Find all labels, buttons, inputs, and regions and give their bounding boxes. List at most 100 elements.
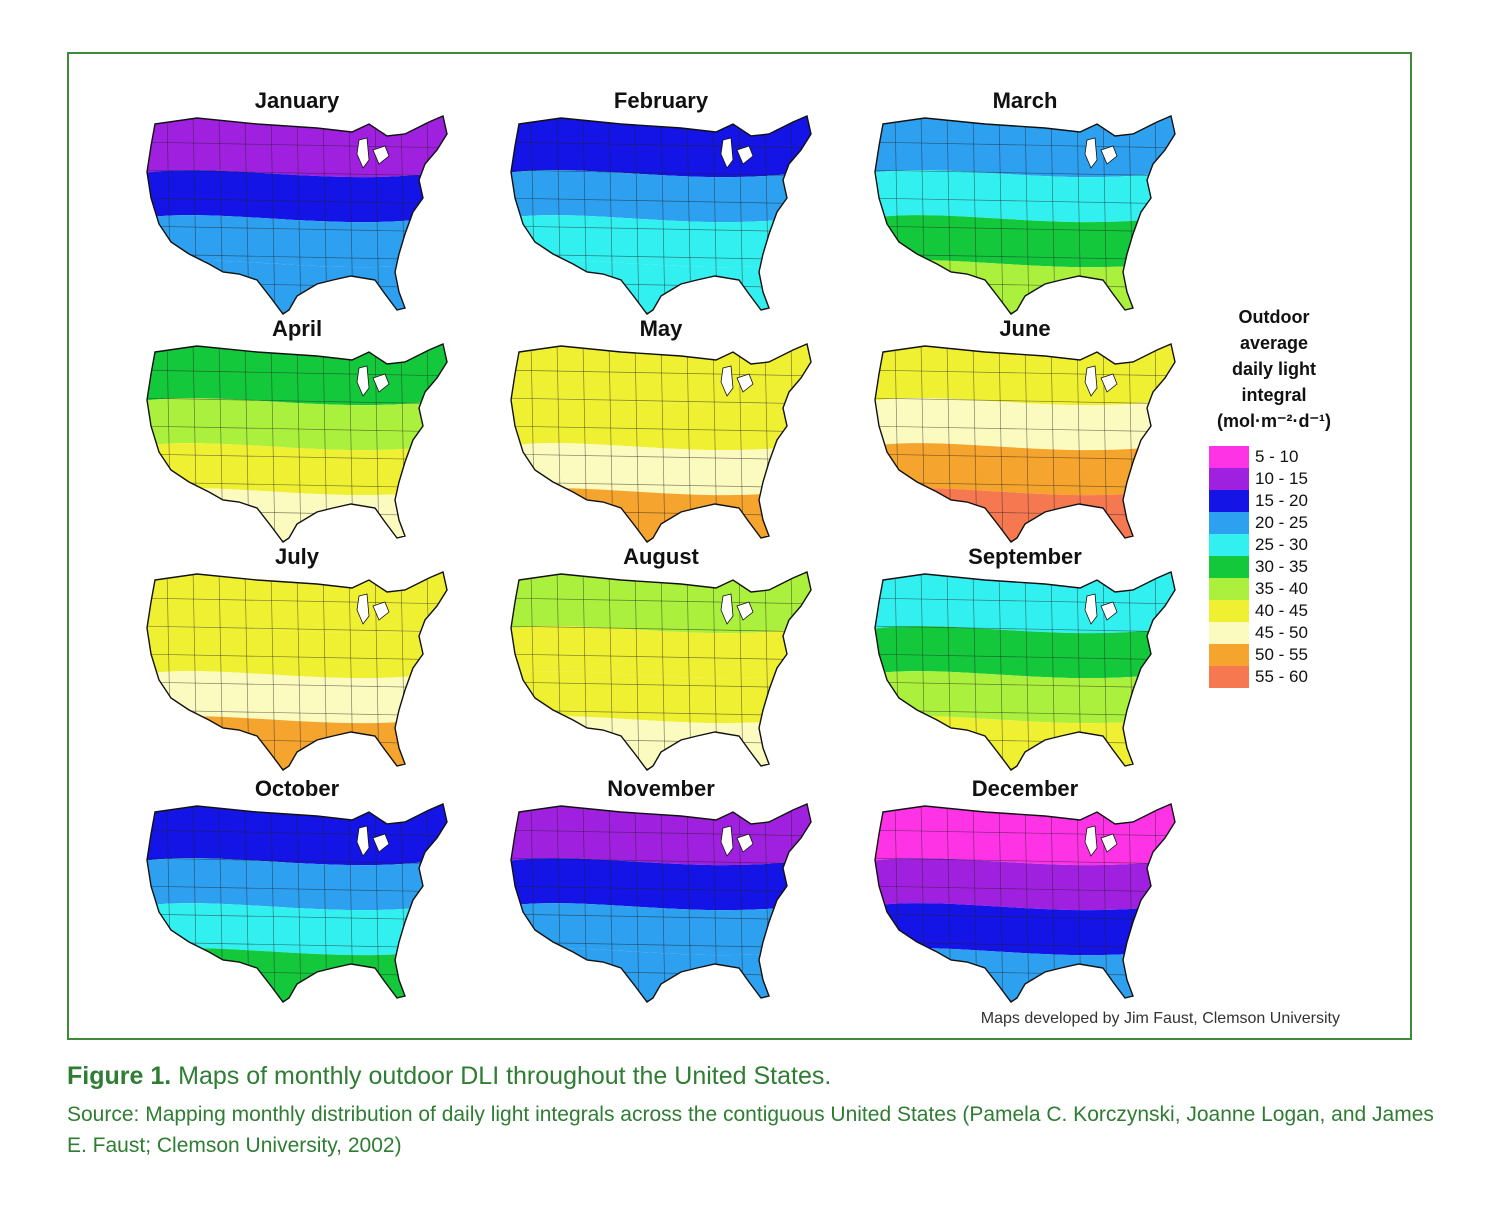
state-border (875, 857, 1175, 865)
legend-label: 5 - 10 (1255, 447, 1299, 466)
month-map: September (865, 544, 1185, 782)
caption-line: Figure 1. Maps of monthly outdoor DLI th… (67, 1062, 1447, 1091)
state-border (511, 997, 811, 1002)
us-outline (874, 571, 1176, 771)
us-map (510, 115, 812, 315)
state-border (270, 116, 276, 314)
great-lakes (356, 365, 390, 397)
great-lakes (356, 137, 390, 169)
state-border (511, 625, 811, 633)
us-outline (146, 571, 448, 771)
legend-label: 55 - 60 (1255, 667, 1308, 686)
map-title: November (607, 776, 715, 801)
dli-band (511, 716, 811, 770)
great-lakes (720, 593, 754, 625)
great-lakes (720, 825, 754, 857)
legend-swatch (1209, 644, 1249, 666)
month-map: July (137, 544, 457, 782)
legend-item: 55 - 60 (1209, 666, 1349, 688)
dli-band (875, 170, 1175, 223)
state-border (738, 572, 744, 770)
us-map (510, 803, 812, 1003)
state-border (875, 625, 1175, 633)
state-border (511, 597, 811, 605)
month-map: January (137, 88, 457, 326)
legend-title-line: (mol·m⁻²·d⁻¹) (1217, 411, 1331, 431)
dli-band (147, 398, 447, 451)
state-border (875, 681, 1175, 689)
legend-label: 10 - 15 (1255, 469, 1308, 488)
state-border (1102, 344, 1108, 542)
dli-band (147, 716, 447, 770)
month-map: February (501, 88, 821, 326)
great-lakes (356, 593, 390, 625)
state-border (511, 225, 811, 233)
state-border (1102, 116, 1108, 314)
state-border (147, 885, 447, 893)
month-map: April (137, 316, 457, 554)
us-map (146, 343, 448, 543)
state-border (1102, 572, 1108, 770)
legend-swatch (1209, 666, 1249, 688)
map-title: January (254, 88, 340, 113)
state-border (875, 997, 1175, 1002)
legend-rows: 5 - 10 10 - 15 15 - 20 20 - 25 25 - 30 30 - 3… (1209, 446, 1349, 688)
us-map (874, 115, 1176, 315)
state-border (270, 572, 276, 770)
state-border (634, 804, 640, 1002)
legend-swatch (1209, 512, 1249, 534)
us-outline (510, 803, 812, 1003)
state-border (296, 572, 302, 770)
us-map (874, 343, 1176, 543)
state-border (147, 681, 447, 689)
state-border (738, 804, 744, 1002)
legend-item: 35 - 40 (1209, 578, 1349, 600)
great-lakes (720, 137, 754, 169)
state-border (1024, 572, 1030, 770)
state-border (738, 116, 744, 314)
legend-swatch (1209, 578, 1249, 600)
state-border (875, 597, 1175, 605)
state-border (147, 453, 447, 461)
map-title: April (271, 316, 323, 341)
great-lakes (1084, 137, 1118, 169)
figure-caption: Figure 1. Maps of monthly outdoor DLI th… (67, 1062, 1447, 1161)
dli-band (875, 398, 1175, 451)
state-border (875, 829, 1175, 837)
state-border (875, 397, 1175, 405)
us-outline (510, 571, 812, 771)
legend-label: 40 - 45 (1255, 601, 1308, 620)
legend-title-line: integral (1241, 385, 1307, 405)
month-map: October (137, 776, 457, 1014)
state-border (998, 804, 1004, 1002)
state-border (998, 116, 1004, 314)
legend-title-line: daily light (1231, 359, 1316, 379)
us-map (874, 571, 1176, 771)
dli-band (147, 948, 447, 1002)
dli-band (147, 170, 447, 223)
state-border (374, 116, 380, 314)
state-border (270, 344, 276, 542)
month-map: December (865, 776, 1185, 1014)
legend-item: 15 - 20 (1209, 490, 1349, 512)
month-map: November (501, 776, 821, 1014)
map-title: December (971, 776, 1079, 801)
caption-text: Maps of monthly outdoor DLI throughout t… (178, 1062, 832, 1090)
us-outline (510, 115, 812, 315)
great-lakes (720, 365, 754, 397)
month-map: May (501, 316, 821, 554)
state-border (374, 804, 380, 1002)
month-map: August (501, 544, 821, 782)
state-border (875, 141, 1175, 149)
state-border (147, 169, 447, 177)
legend-swatch (1209, 534, 1249, 556)
us-outline (874, 115, 1176, 315)
dli-band (511, 398, 811, 451)
legend-label: 30 - 35 (1255, 557, 1308, 576)
state-border (511, 681, 811, 689)
map-title: July (274, 544, 320, 569)
month-map: March (865, 88, 1185, 326)
dli-band (875, 716, 1175, 770)
state-border (511, 169, 811, 177)
state-border (374, 572, 380, 770)
